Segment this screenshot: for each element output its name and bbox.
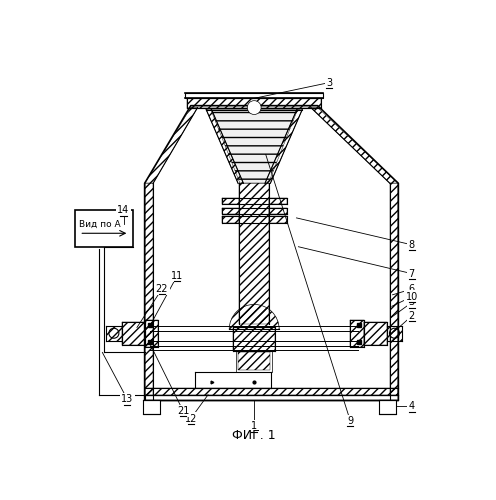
Text: 6: 6 (409, 284, 415, 294)
Text: 21: 21 (177, 406, 189, 416)
Text: 1: 1 (251, 421, 257, 431)
Text: 10: 10 (406, 292, 418, 302)
Bar (106, 326, 122, 341)
Text: 14: 14 (118, 205, 129, 215)
Bar (238, 352, 270, 370)
Bar (185, 92, 323, 98)
Text: 9: 9 (347, 416, 353, 426)
Text: 3: 3 (326, 78, 332, 88)
Text: 12: 12 (185, 414, 197, 424)
Bar (143, 400, 160, 414)
Polygon shape (211, 110, 298, 184)
Text: 13: 13 (121, 394, 133, 404)
Circle shape (248, 100, 261, 114)
Bar (145, 394, 398, 400)
Text: 8: 8 (409, 240, 415, 250)
Text: 11: 11 (171, 270, 184, 280)
Text: 2: 2 (409, 311, 415, 321)
Text: 22: 22 (156, 284, 168, 294)
Text: ФИГ. 1: ФИГ. 1 (233, 428, 276, 442)
Text: 5: 5 (409, 298, 415, 308)
Text: 4: 4 (409, 402, 415, 411)
Text: 7: 7 (409, 268, 415, 278)
Bar (387, 326, 402, 341)
Bar (75, 210, 133, 246)
Bar (145, 388, 398, 394)
Bar (379, 400, 396, 414)
Text: Вид по А: Вид по А (78, 220, 120, 229)
Bar (236, 350, 272, 372)
